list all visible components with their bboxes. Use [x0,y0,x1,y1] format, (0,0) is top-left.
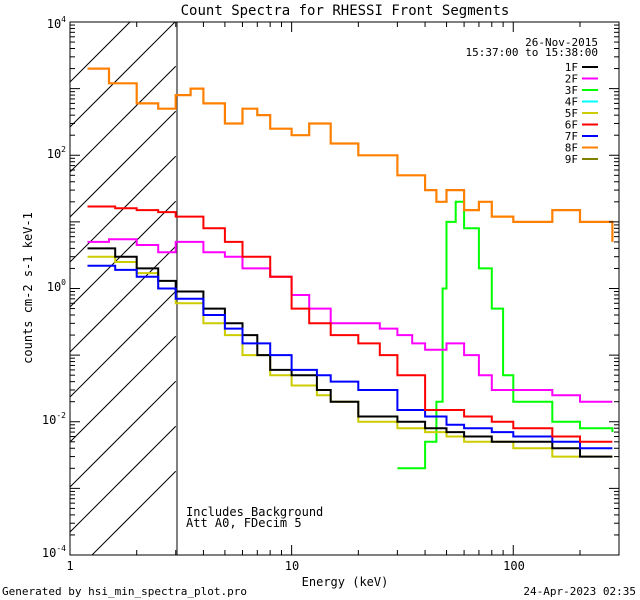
y-tick-label-1e4: 104 [47,15,66,31]
y-tick-label-1e0: 100 [47,278,66,294]
y-tick-label-1e-4: 10-4 [42,544,66,560]
legend-label-2F: 2F [565,73,578,86]
generated-by-footer: Generated by hsi_min_spectra_plot.pro [2,585,247,598]
x-tick-label-100: 100 [503,559,525,573]
legend-label-1F: 1F [565,61,578,74]
hatch-line [70,22,176,128]
legend-label-9F: 9F [565,153,578,166]
legend-label-4F: 4F [565,96,578,109]
date-annotation: 26-Nov-2015 [525,36,598,49]
timestamp-footer: 24-Apr-2023 02:35 [523,585,636,598]
hatch-line [70,200,177,308]
series-8F [87,67,614,242]
series-6F [87,205,613,443]
series-2F [87,238,613,403]
legend-label-3F: 3F [565,84,578,97]
legend-label-5F: 5F [565,107,578,120]
series-1F [87,247,613,458]
plot-frame [69,21,620,556]
hatch-line [70,335,177,443]
svg-text:100: 100 [47,278,66,294]
hatched-region [70,22,177,555]
hatch-line [70,22,131,83]
chart-title: Count Spectra for RHESSI Front Segments [181,3,510,19]
background-note: Includes Background [186,505,323,519]
hatch-line [70,290,177,398]
y-tick-label-1e2: 102 [47,145,66,161]
hatch-line [70,110,177,218]
legend-label-8F: 8F [565,142,578,155]
y-axis-label: counts cm-2 s-1 keV-1 [21,212,35,364]
svg-text:104: 104 [47,15,66,31]
hatch-line [70,65,177,173]
time-range-annotation: 15:37:00 to 15:38:00 [466,46,598,59]
hatch-line [91,470,177,555]
x-axis-label: Energy (keV) [302,575,389,589]
y-tick-label-1e-2: 10-2 [42,411,66,427]
svg-text:10-2: 10-2 [42,411,66,427]
svg-text:102: 102 [47,145,66,161]
legend-label-6F: 6F [565,119,578,132]
legend-label-7F: 7F [565,130,578,143]
hatch-line [70,425,177,533]
attenuator-note: Att A0, FDecim 5 [186,516,302,530]
svg-text:10-4: 10-4 [42,544,66,560]
axis-ticks [69,22,620,556]
series-7F [87,264,613,450]
hatch-line [70,245,177,353]
series-3F [397,200,614,470]
series-5F [87,255,613,458]
hatch-line [70,380,177,488]
x-tick-label-1: 1 [66,559,73,573]
x-tick-label-10: 10 [285,559,299,573]
